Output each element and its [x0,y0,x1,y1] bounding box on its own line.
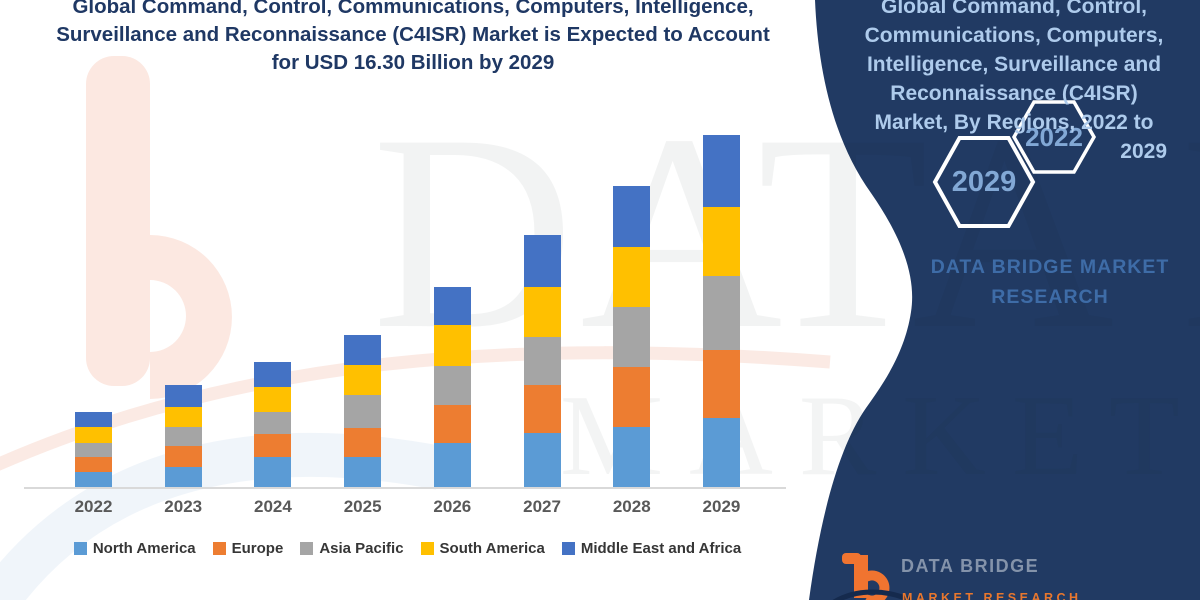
segment-2024-south-america [254,386,292,412]
right-title-line6: 2029 [1120,140,1167,163]
segment-2024-europe [254,433,292,457]
segment-2028-asia-pacific [613,307,651,367]
legend-item-europe: Europe [212,540,284,557]
bar-2029 [702,134,740,487]
x-axis-label-2027: 2027 [523,497,561,516]
segment-2025-south-america [344,365,382,396]
logo-subtext: MARKET RESEARCH [902,591,1082,600]
segment-2028-europe [613,367,651,427]
legend-swatch-icon [73,542,87,555]
x-axis-label-2023: 2023 [164,497,203,516]
bar-2027 [523,235,561,487]
chart-headline-line2: Surveillance and Reconnaissance (C4ISR) … [56,23,770,46]
bar-2023 [164,384,202,487]
hexagon-2029-label: 2029 [951,166,1017,198]
segment-2025-north-america [344,457,382,487]
hexagon-2029-icon [932,136,1036,228]
legend-item-north-america: North America [73,540,196,557]
hexagon-2022-icon [1011,100,1097,174]
bar-2025 [344,335,382,487]
segment-2029-asia-pacific [702,275,740,350]
bar-2024 [254,361,292,487]
chart-headline: Global Command, Control, Communications,… [18,0,808,77]
legend-label: Asia Pacific [319,540,404,557]
segment-2023-europe [164,446,202,467]
segment-2023-south-america [164,406,202,428]
segment-2026-europe [433,405,471,443]
legend-item-south-america: South America [420,540,545,557]
brand-text-line2: RESEARCH [991,286,1109,308]
segment-2027-europe [523,385,561,434]
right-title-line5: Market, By Regions, 2022 to [874,111,1154,134]
segment-2023-asia-pacific [164,427,202,447]
segment-2027-asia-pacific [523,337,561,386]
chart-headline-line3: for USD 16.30 Billion by 2029 [271,51,555,74]
stacked-bar-chart: 2022 2023 2024 2025 2026 2027 2028 2029 North A… [0,134,815,557]
segment-2029-north-america [702,417,740,487]
segment-2029-south-america [702,206,740,276]
hexagon-2022-label: 2022 [1025,122,1083,152]
segment-2025-asia-pacific [344,395,382,429]
segment-2024-middle-east-and-africa [254,361,292,387]
legend-label: North America [92,540,196,557]
x-axis-line [24,487,786,489]
data-bridge-logo-icon [832,553,912,600]
legend-swatch-icon [420,542,434,555]
segment-2028-south-america [613,247,651,307]
x-axis-label-2026: 2026 [433,497,472,516]
right-panel-title: Global Command, Control, Communications,… [833,0,1195,166]
segment-2022-north-america [75,472,112,487]
segment-2025-middle-east-and-africa [344,335,382,366]
x-axis-label-2024: 2024 [253,497,292,516]
segment-2027-middle-east-and-africa [523,235,561,288]
legend-swatch-icon [212,542,226,555]
right-title-line1: Global Command, Control, [881,0,1147,18]
segment-2025-europe [344,428,382,457]
segment-2026-north-america [433,443,471,487]
legend-label: Middle East and Africa [580,540,742,557]
segment-2026-asia-pacific [433,365,471,405]
segment-2024-north-america [254,457,292,487]
logo-wordmark: DATA BRIDGE [901,556,1040,576]
segment-2022-south-america [75,427,112,444]
segment-2024-asia-pacific [254,411,292,434]
segment-2028-middle-east-and-africa [613,186,651,247]
segment-2028-north-america [613,427,651,487]
segment-2029-middle-east-and-africa [702,134,740,207]
brand-text: DATA BRIDGE MARKET RESEARCH [900,252,1200,312]
legend-swatch-icon [561,542,575,555]
bar-2022 [75,412,112,487]
legend-item-middle-east-and-africa: Middle East and Africa [561,540,742,557]
segment-2026-south-america [433,324,471,366]
segment-2022-middle-east-and-africa [75,412,112,428]
bar-2028 [613,186,651,487]
legend-item-asia-pacific: Asia Pacific [300,540,404,557]
x-axis-label-2025: 2025 [343,497,382,516]
legend-label: Europe [231,540,284,557]
right-title-line4: Reconnaissance (C4ISR) [890,82,1138,105]
x-axis-label-2028: 2028 [612,497,651,516]
segment-2023-middle-east-and-africa [164,384,202,407]
x-axis-label-2029: 2029 [702,497,741,516]
segment-2022-asia-pacific [75,443,112,458]
chart-legend: North America Europe Asia Pacific South Ame… [0,540,815,557]
x-axis-label-2022: 2022 [74,497,113,516]
segment-2029-europe [702,349,740,418]
right-title-line3: Intelligence, Surveillance and [866,53,1162,76]
segment-2026-middle-east-and-africa [433,286,471,325]
segment-2022-europe [75,457,112,473]
segment-2027-south-america [523,287,561,338]
bar-2026 [433,286,471,487]
chart-headline-line1: Global Command, Control, Communications,… [72,0,754,18]
legend-label: South America [439,540,545,557]
segment-2027-north-america [523,433,561,487]
brand-text-line1: DATA BRIDGE MARKET [930,256,1170,278]
legend-swatch-icon [300,542,314,555]
segment-2023-north-america [164,466,202,487]
right-title-line2: Communications, Computers, [864,24,1164,47]
